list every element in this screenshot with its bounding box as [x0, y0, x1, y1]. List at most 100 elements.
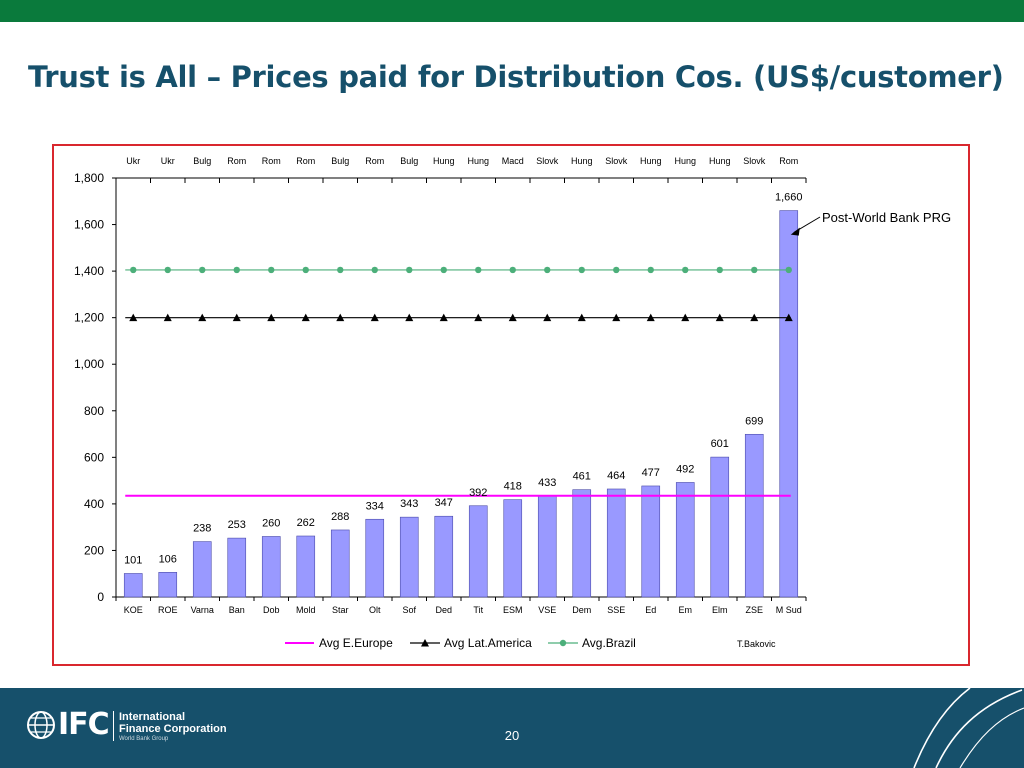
brazil-marker — [199, 266, 206, 274]
logo-line-world-bank-group: World Bank Group — [119, 736, 169, 742]
top-category-label: Slovk — [743, 156, 766, 166]
top-category-label: Macd — [502, 156, 524, 166]
top-category-label: Ukr — [126, 156, 140, 166]
bar-esm — [503, 499, 523, 598]
bar-star — [330, 529, 350, 598]
latam-marker — [129, 313, 138, 322]
latam-marker — [301, 313, 310, 322]
brazil-marker — [233, 266, 240, 274]
value-label: 106 — [159, 553, 177, 565]
x-category-label: ZSE — [745, 605, 763, 615]
bar-ban — [227, 537, 247, 598]
value-label: 418 — [504, 481, 522, 493]
top-category-label: Hung — [709, 156, 731, 166]
top-category-label: Slovk — [536, 156, 559, 166]
legend-marker-lat-america — [421, 639, 429, 647]
brazil-marker — [647, 266, 654, 274]
value-label: 101 — [124, 554, 142, 566]
top-category-label: Hung — [640, 156, 662, 166]
brazil-marker — [716, 266, 723, 274]
latam-marker — [163, 313, 172, 322]
top-category-label: Slovk — [605, 156, 628, 166]
x-category-label: Olt — [369, 605, 381, 615]
annotation-post-world-bank-prg: Post-World Bank PRG — [822, 210, 951, 225]
latam-marker — [336, 313, 345, 322]
value-label: 699 — [745, 415, 763, 427]
x-category-label: Sof — [402, 605, 416, 615]
value-label: 253 — [228, 519, 246, 531]
chart-frame — [52, 144, 970, 666]
top-category-label: Rom — [227, 156, 246, 166]
legend-label-e-europe: Avg E.Europe — [319, 636, 393, 650]
value-label: 343 — [400, 498, 418, 510]
latam-marker — [232, 313, 241, 322]
value-label: 492 — [676, 463, 694, 475]
footer-bar — [0, 688, 1024, 768]
x-category-label: Star — [332, 605, 349, 615]
latam-marker — [543, 313, 552, 322]
brazil-marker — [302, 266, 309, 274]
latam-marker — [439, 313, 448, 322]
y-tick-label: 1,800 — [74, 171, 104, 185]
value-label: 260 — [262, 517, 280, 529]
value-label: 238 — [193, 523, 211, 535]
globe-icon — [27, 711, 55, 739]
y-tick-label: 800 — [84, 404, 104, 418]
latam-marker — [784, 313, 793, 322]
y-tick-label: 1,600 — [74, 218, 104, 232]
latam-marker — [646, 313, 655, 322]
brazil-marker — [785, 266, 792, 274]
y-tick-label: 200 — [84, 543, 104, 557]
bar-tit — [468, 505, 488, 598]
value-label: 1,660 — [775, 192, 803, 204]
value-label: 461 — [573, 471, 591, 483]
x-category-label: Dob — [263, 605, 280, 615]
x-category-label: Ed — [645, 605, 656, 615]
value-label: 477 — [642, 467, 660, 479]
value-label: 288 — [331, 511, 349, 523]
top-category-label: Bulg — [331, 156, 349, 166]
latam-marker — [267, 313, 276, 322]
bar-vse — [537, 495, 557, 598]
x-category-label: Em — [679, 605, 693, 615]
latam-marker — [681, 313, 690, 322]
x-category-label: SSE — [607, 605, 625, 615]
slide-title: Trust is All – Prices paid for Distribut… — [28, 60, 1004, 94]
footer-swoosh-decoration — [913, 688, 1024, 768]
top-category-label: Bulg — [193, 156, 211, 166]
brazil-marker — [371, 266, 378, 274]
bar-roe — [158, 572, 178, 598]
legend-label-brazil: Avg.Brazil — [582, 636, 636, 650]
bar-sof — [399, 516, 419, 598]
x-category-label: Ded — [435, 605, 452, 615]
bar-em — [675, 482, 695, 598]
x-category-label: Mold — [296, 605, 316, 615]
legend-label-lat-america: Avg Lat.America — [444, 636, 532, 650]
x-category-label: Varna — [191, 605, 214, 615]
x-category-label: KOE — [124, 605, 143, 615]
top-category-label: Rom — [262, 156, 281, 166]
x-category-label: ROE — [158, 605, 178, 615]
x-category-label: VSE — [538, 605, 556, 615]
value-label: 433 — [538, 477, 556, 489]
top-category-label: Hung — [571, 156, 593, 166]
bar-dem — [572, 489, 592, 598]
bar-zse — [744, 433, 764, 598]
brazil-marker — [268, 266, 275, 274]
logo-text: International Finance Corporation World … — [119, 711, 227, 743]
brazil-marker — [337, 266, 344, 274]
y-tick-label: 400 — [84, 497, 104, 511]
y-tick-label: 1,000 — [74, 357, 104, 371]
latam-marker — [405, 313, 414, 322]
top-category-label: Bulg — [400, 156, 418, 166]
brazil-marker — [440, 266, 447, 274]
x-category-label: ESM — [503, 605, 523, 615]
y-tick-label: 1,400 — [74, 264, 104, 278]
brazil-marker — [130, 266, 137, 274]
logo-line-international: International — [119, 711, 186, 723]
x-category-label: Elm — [712, 605, 728, 615]
bar-mold — [296, 535, 316, 598]
page-number: 20 — [504, 728, 520, 743]
brazil-marker — [509, 266, 516, 274]
latam-marker — [612, 313, 621, 322]
